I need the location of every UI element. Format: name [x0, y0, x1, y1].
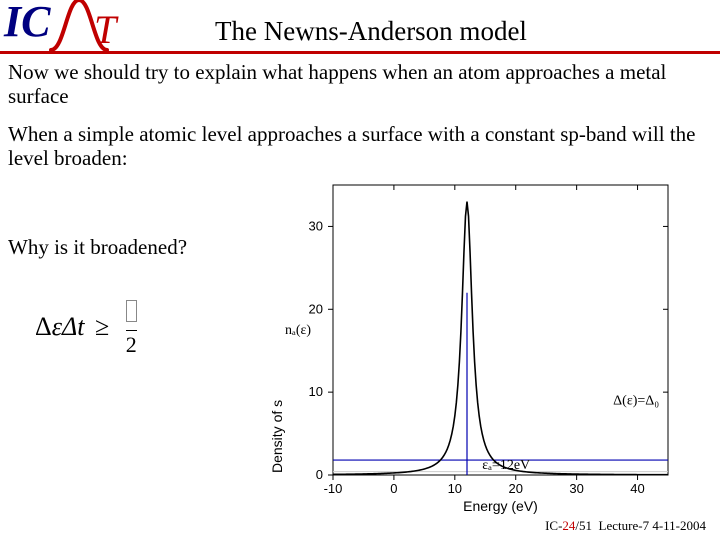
- footer-prefix: IC-: [545, 518, 562, 533]
- footer-lecture: Lecture-7 4-11-2004: [599, 518, 706, 533]
- page-title: The Newns-Anderson model: [215, 16, 527, 47]
- paragraph-2: When a simple atomic level approaches a …: [8, 122, 712, 170]
- eq-denom: 2: [126, 330, 137, 358]
- density-of-states-chart: -100102030400102030Δ(ε)=Δ₀εₐ=12eVnₐ(ε)En…: [268, 175, 688, 515]
- logo: IC T: [4, 0, 124, 50]
- footer: IC-24/51 Lecture-7 4-11-2004: [545, 518, 706, 534]
- svg-text:0: 0: [390, 481, 397, 496]
- logo-ic-text: IC: [4, 0, 50, 47]
- footer-total: /51: [575, 518, 592, 533]
- uncertainty-equation: ΔεΔt ≥ 2: [35, 300, 137, 358]
- svg-text:30: 30: [309, 218, 323, 233]
- svg-text:40: 40: [630, 481, 644, 496]
- eq-hbar-box: [126, 300, 137, 322]
- eq-eps: ε: [52, 312, 62, 341]
- svg-text:Density of s: Density of s: [269, 400, 285, 473]
- header: IC T The Newns-Anderson model: [0, 0, 720, 54]
- footer-page: 24: [562, 518, 575, 533]
- svg-text:30: 30: [569, 481, 583, 496]
- paragraph-1: Now we should try to explain what happen…: [8, 60, 712, 108]
- svg-text:Energy (eV): Energy (eV): [463, 498, 538, 514]
- content-area: Now we should try to explain what happen…: [0, 54, 720, 171]
- svg-text:20: 20: [309, 301, 323, 316]
- svg-text:20: 20: [508, 481, 522, 496]
- logo-t-text: T: [94, 6, 116, 53]
- svg-text:10: 10: [309, 384, 323, 399]
- question-text: Why is it broadened?: [8, 235, 187, 260]
- svg-text:nₐ(ε): nₐ(ε): [285, 323, 311, 338]
- eq-dt: Δt: [62, 312, 84, 341]
- svg-text:εₐ=12eV: εₐ=12eV: [482, 458, 530, 473]
- eq-geq: ≥: [95, 312, 109, 341]
- svg-text:Δ(ε)=Δ₀: Δ(ε)=Δ₀: [613, 394, 659, 409]
- eq-fraction: 2: [126, 300, 137, 358]
- chart-svg: -100102030400102030Δ(ε)=Δ₀εₐ=12eVnₐ(ε)En…: [268, 175, 688, 515]
- eq-delta1: Δ: [35, 312, 52, 341]
- svg-text:-10: -10: [324, 481, 343, 496]
- svg-text:10: 10: [448, 481, 462, 496]
- svg-text:0: 0: [316, 467, 323, 482]
